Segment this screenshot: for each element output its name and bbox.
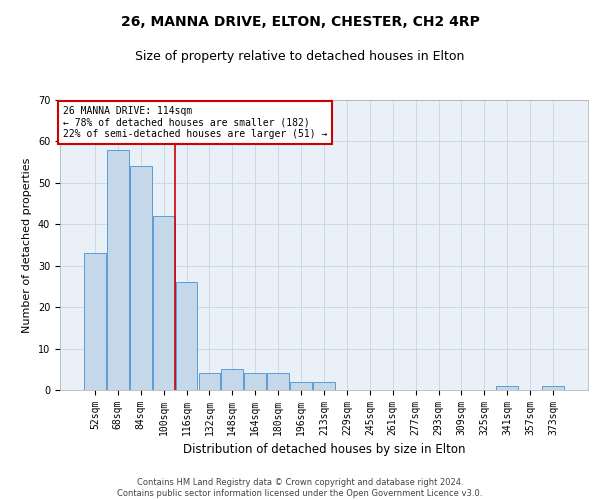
X-axis label: Distribution of detached houses by size in Elton: Distribution of detached houses by size … <box>183 444 465 456</box>
Bar <box>199 374 220 390</box>
Bar <box>290 382 312 390</box>
Bar <box>176 282 197 390</box>
Text: 26, MANNA DRIVE, ELTON, CHESTER, CH2 4RP: 26, MANNA DRIVE, ELTON, CHESTER, CH2 4RP <box>121 15 479 29</box>
Bar <box>107 150 128 390</box>
Bar <box>244 374 266 390</box>
Bar <box>221 370 243 390</box>
Bar <box>313 382 335 390</box>
Text: Size of property relative to detached houses in Elton: Size of property relative to detached ho… <box>136 50 464 63</box>
Bar <box>542 386 564 390</box>
Text: 26 MANNA DRIVE: 114sqm
← 78% of detached houses are smaller (182)
22% of semi-de: 26 MANNA DRIVE: 114sqm ← 78% of detached… <box>62 106 327 139</box>
Bar <box>84 254 106 390</box>
Bar <box>153 216 175 390</box>
Text: Contains HM Land Registry data © Crown copyright and database right 2024.
Contai: Contains HM Land Registry data © Crown c… <box>118 478 482 498</box>
Y-axis label: Number of detached properties: Number of detached properties <box>22 158 32 332</box>
Bar <box>267 374 289 390</box>
Bar <box>496 386 518 390</box>
Bar <box>130 166 152 390</box>
